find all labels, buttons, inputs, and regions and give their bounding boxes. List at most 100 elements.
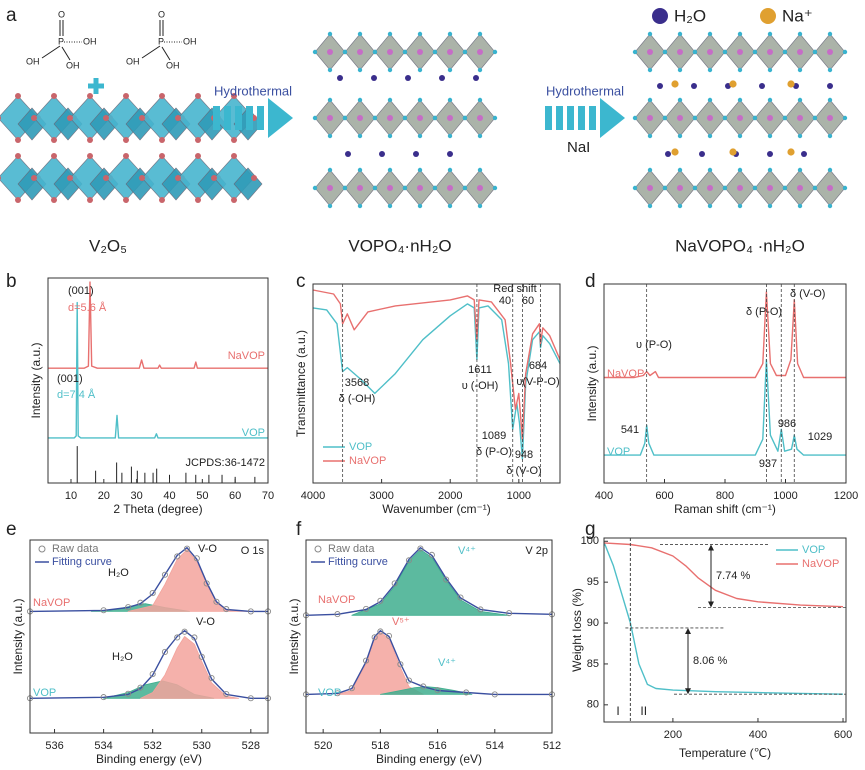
- x-tick-label: 70: [262, 490, 274, 502]
- atom: [51, 137, 57, 143]
- atom: [175, 115, 181, 121]
- x-tick-label: 50: [196, 490, 208, 502]
- atom: [327, 49, 333, 55]
- chart: f 520 518 516 514 512 Binding energy (eV) Inten…: [287, 519, 561, 766]
- legend-label: NaVOP: [802, 558, 839, 570]
- series-label: VOP: [33, 687, 56, 699]
- x-tick-label: 40: [163, 490, 175, 502]
- atom: [477, 97, 483, 103]
- atom: [372, 185, 378, 191]
- atom: [632, 185, 638, 191]
- atom: [87, 93, 93, 99]
- atom: [477, 49, 483, 55]
- atom: [737, 133, 743, 139]
- atom: [159, 93, 165, 99]
- atom: [15, 93, 21, 99]
- peak-assignment: υ(V-P-O): [516, 376, 559, 388]
- atom: [103, 115, 109, 121]
- atom: [737, 115, 743, 121]
- atom: [752, 115, 758, 121]
- annotation: H₂O: [108, 567, 129, 579]
- atom: [707, 67, 713, 73]
- sodium: [671, 80, 679, 88]
- atom: [123, 197, 129, 203]
- legend-label: VOP: [802, 544, 825, 556]
- raw-data-point: [100, 607, 107, 614]
- atom: [477, 67, 483, 73]
- y-axis-label: Intensity (a.u.): [29, 342, 43, 418]
- y-tick-label: 80: [587, 699, 599, 711]
- x-tick-label: 528: [242, 740, 260, 752]
- atom: [462, 185, 468, 191]
- panel-label: a: [6, 5, 17, 26]
- atom: [387, 97, 393, 103]
- atom: [251, 175, 257, 181]
- atom: [797, 115, 803, 121]
- atom: [827, 185, 833, 191]
- atom: [417, 133, 423, 139]
- atom: [31, 115, 37, 121]
- chart: c 4000 3000 2000 1000 Wavenumber (cm⁻¹) Transm…: [294, 271, 561, 516]
- atom: [827, 31, 833, 37]
- atom: [647, 133, 653, 139]
- atom-label: OH: [66, 60, 80, 70]
- atom: [752, 49, 758, 55]
- legend-label: Fitting curve: [328, 556, 388, 568]
- material-label: NaVOPO₄ ·nH₂O: [675, 236, 805, 255]
- peak-label: 1029: [808, 431, 832, 443]
- sodium: [787, 148, 795, 156]
- atom: [159, 137, 165, 143]
- atom: [372, 49, 378, 55]
- raw-data-point: [405, 677, 413, 684]
- atom: [417, 203, 423, 209]
- atom: [87, 153, 93, 159]
- x-tick-label: 600: [655, 490, 673, 502]
- raw-data-point: [191, 634, 198, 641]
- raw-data-point: [334, 611, 341, 618]
- series-label: NaVOP: [33, 597, 70, 609]
- panel-label: g: [585, 519, 596, 540]
- peak-label: 986: [778, 418, 796, 430]
- plot-frame: [29, 539, 269, 734]
- atom: [447, 167, 453, 173]
- atom: [447, 97, 453, 103]
- raw-data-point: [174, 553, 181, 560]
- atom: [707, 203, 713, 209]
- atom: [103, 175, 109, 181]
- atom-label: O: [158, 9, 165, 19]
- atom: [417, 97, 423, 103]
- atom: [432, 185, 438, 191]
- atom: [782, 49, 788, 55]
- peak-label: 1089: [482, 430, 506, 442]
- atom: [677, 185, 683, 191]
- atom: [692, 49, 698, 55]
- raw-data-point: [161, 648, 168, 655]
- legend-marker: [38, 545, 46, 553]
- series-line: [604, 358, 846, 456]
- x-tick-label: 20: [98, 490, 110, 502]
- atom: [737, 67, 743, 73]
- x-tick-label: 532: [144, 740, 162, 752]
- series-label: JCPDS:36-1472: [186, 457, 266, 469]
- water: [699, 151, 705, 157]
- sodium: [729, 80, 737, 88]
- series-line: [604, 291, 846, 379]
- plot-frame: [312, 283, 561, 484]
- legend-water: [652, 8, 668, 24]
- bond: [161, 46, 171, 61]
- raw-data-point: [397, 661, 404, 668]
- raw-data-point: [174, 634, 181, 641]
- atom: [737, 97, 743, 103]
- atom: [477, 115, 483, 121]
- atom-label: OH: [166, 60, 180, 70]
- atom: [159, 153, 165, 159]
- atom: [327, 31, 333, 37]
- peak-assignment: δ (V-O): [506, 465, 541, 477]
- atom: [327, 167, 333, 173]
- plot-frame: [603, 537, 847, 723]
- annotation: O 1s: [241, 545, 265, 557]
- water: [413, 151, 419, 157]
- atom: [387, 115, 393, 121]
- bond: [61, 46, 71, 61]
- plot-frame: [305, 539, 553, 734]
